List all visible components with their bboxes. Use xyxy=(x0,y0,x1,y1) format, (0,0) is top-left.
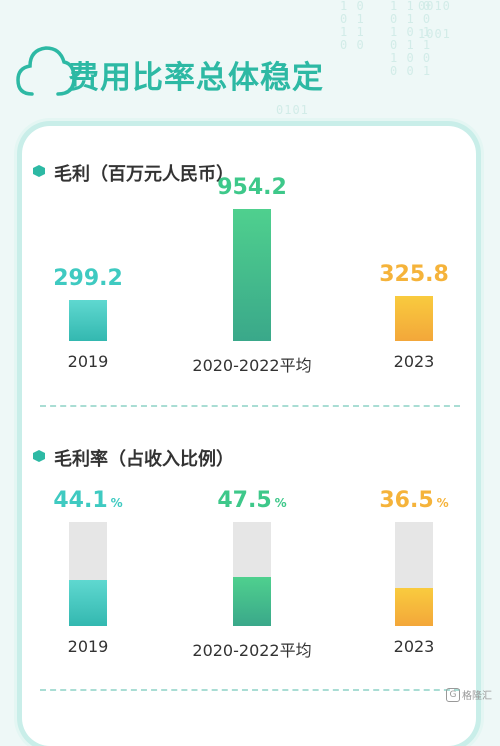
chart-title: 毛利（百万元人民币） xyxy=(54,164,234,185)
bar xyxy=(395,588,433,626)
data-label-value: 36.5 xyxy=(379,488,434,513)
bar-track xyxy=(395,522,433,626)
bar xyxy=(395,296,433,341)
data-label: 325.8 xyxy=(379,262,449,287)
g-logo-icon: G xyxy=(446,687,460,702)
page-title: 费用比率总体稳定 xyxy=(68,60,324,96)
data-label: 299.2 xyxy=(53,266,123,291)
bar xyxy=(69,300,107,341)
x-tick-label: 2019 xyxy=(67,637,109,656)
x-tick-label: 2023 xyxy=(393,637,435,656)
x-tick-label: 2023 xyxy=(393,352,435,371)
background-code-decoration: 0101 xyxy=(276,103,309,117)
watermark: G 格隆汇 xyxy=(446,687,492,702)
diamond-bullet-icon xyxy=(33,450,45,462)
section-divider xyxy=(40,689,460,691)
watermark-text: 格隆汇 xyxy=(462,691,492,702)
background-code-decoration: 1 0 0 1 1 1 0 0 xyxy=(340,0,365,52)
cloud-icon xyxy=(16,46,76,96)
data-label-unit: % xyxy=(274,496,287,510)
data-label-unit: % xyxy=(436,496,449,510)
background-code-decoration: 1001 xyxy=(418,27,451,41)
bar xyxy=(233,209,271,341)
bar xyxy=(233,577,271,626)
data-label-unit: % xyxy=(110,496,123,510)
data-label-value: 47.5 xyxy=(217,488,272,513)
x-tick-label: 2019 xyxy=(67,352,109,371)
data-label-value: 44.1 xyxy=(53,488,108,513)
data-label: 47.5% xyxy=(192,488,312,513)
section-divider xyxy=(40,405,460,407)
data-label: 36.5% xyxy=(354,488,474,513)
chart-title: 毛利率（占收入比例） xyxy=(54,449,234,470)
data-label: 954.2 xyxy=(217,175,287,200)
data-label: 44.1% xyxy=(28,488,148,513)
diamond-bullet-icon xyxy=(33,165,45,177)
bar-track xyxy=(69,522,107,626)
background-code-decoration: 1 1 0 0 1 0 1 0 1 0 1 1 1 0 0 0 0 1 xyxy=(390,0,432,78)
background-code-decoration: 0010 xyxy=(418,0,451,13)
x-tick-label: 2020-2022平均 xyxy=(192,356,312,375)
bar-track xyxy=(233,522,271,626)
x-tick-label: 2020-2022平均 xyxy=(192,641,312,660)
bar xyxy=(69,580,107,626)
